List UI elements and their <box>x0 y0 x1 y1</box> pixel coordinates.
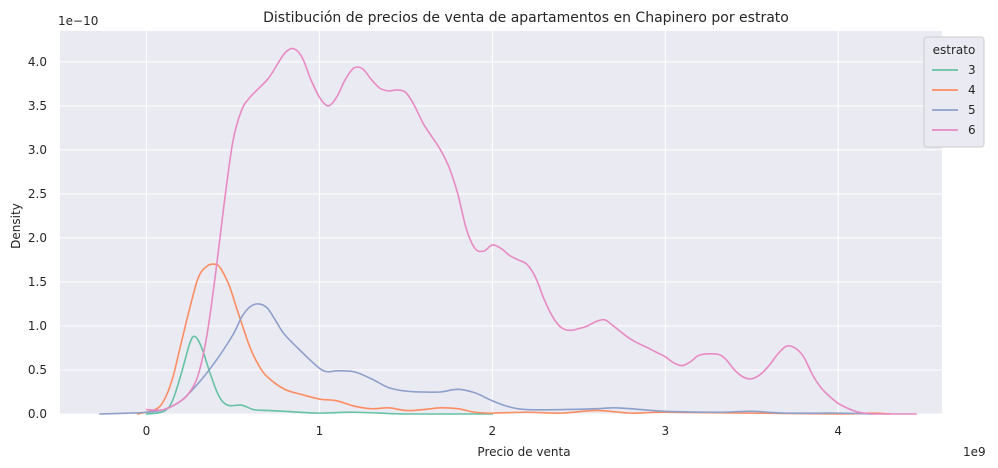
series-line-estrato-3 <box>145 335 494 415</box>
y-tick-label: 0.5 <box>28 363 47 377</box>
y-tick-label: 2.0 <box>28 231 47 245</box>
legend-box <box>923 36 985 148</box>
series-line-estrato-4 <box>137 263 891 415</box>
y-tick-label: 1.5 <box>28 275 47 289</box>
legend-items: 3 4 5 6 <box>932 63 976 137</box>
legend: estrato 3 4 5 6 <box>923 36 985 148</box>
legend-label-6: 6 <box>968 123 976 137</box>
chart-title: Distibución de precios de venta de apart… <box>263 10 789 26</box>
legend-title: estrato <box>933 43 976 57</box>
series-line-estrato-5 <box>98 303 874 415</box>
series-line-estrato-6 <box>145 47 917 415</box>
y-tick-label: 0.0 <box>28 407 47 421</box>
tick-labels: 0 1 2 3 4 0.0 0.5 1.0 1.5 2.0 2.5 3.0 3.5 4.0 <box>28 55 842 438</box>
legend-label-5: 5 <box>968 103 976 117</box>
y-offset-label: 1e−10 <box>58 14 98 28</box>
x-axis-title: Precio de venta <box>477 445 570 459</box>
legend-label-3: 3 <box>968 63 976 77</box>
x-tick-label: 2 <box>489 424 497 438</box>
series-lines <box>98 47 917 415</box>
legend-label-4: 4 <box>968 83 976 97</box>
y-tick-label: 3.5 <box>28 99 47 113</box>
y-axis-title: Density <box>9 203 23 249</box>
x-tick-label: 3 <box>661 424 669 438</box>
y-tick-label: 2.5 <box>28 187 47 201</box>
y-tick-label: 4.0 <box>28 55 47 69</box>
y-tick-label: 3.0 <box>28 143 47 157</box>
x-offset-label: 1e9 <box>963 445 986 459</box>
x-tick-label: 1 <box>316 424 324 438</box>
y-tick-label: 1.0 <box>28 319 47 333</box>
plot-area <box>60 31 942 414</box>
x-tick-label: 4 <box>834 424 842 438</box>
x-tick-label: 0 <box>143 424 151 438</box>
grid-lines <box>60 31 942 415</box>
